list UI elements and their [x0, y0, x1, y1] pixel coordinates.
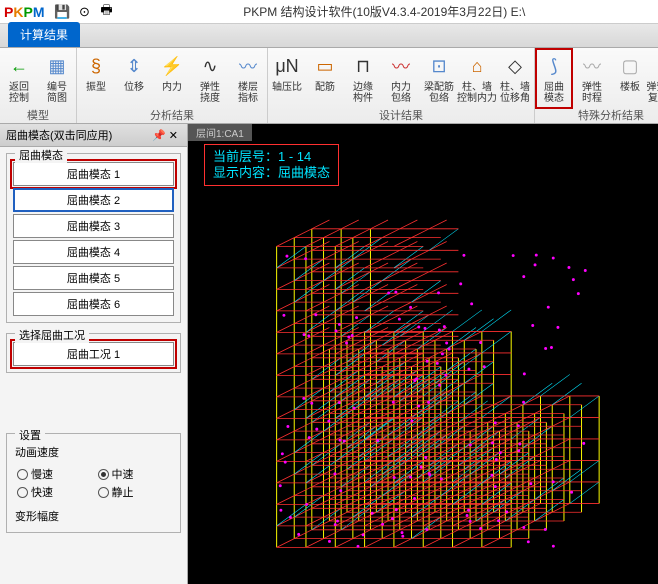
mode-item-2[interactable]: 屈曲模态 2: [13, 188, 174, 212]
ribbon-柱、墙控制内力[interactable]: ⌂柱、墙 控制内力: [458, 48, 496, 109]
pin-icon[interactable]: 📌: [152, 129, 166, 142]
speed-静止[interactable]: 静止: [98, 484, 171, 500]
mode-item-3[interactable]: 屈曲模态 3: [13, 214, 174, 238]
ribbon-梁配筋包络[interactable]: ⊡梁配筋 包络: [420, 48, 458, 109]
ribbon-内力包络[interactable]: 〰内力 包络: [382, 48, 420, 109]
structural-model: [218, 169, 648, 574]
ribbon-楼层指标[interactable]: 〰楼层 指标: [229, 48, 267, 109]
3d-viewport[interactable]: 层间1:CA1 当前层号：1 - 14 显示内容：屈曲模态: [188, 124, 658, 584]
close-icon[interactable]: ✕: [166, 129, 181, 142]
app-logo: PKPM: [4, 4, 44, 20]
ribbon-tabbar: 计算结果: [0, 24, 658, 48]
speed-慢速[interactable]: 慢速: [17, 466, 90, 482]
print-icon[interactable]: 🖶: [98, 4, 114, 20]
panel-header: 屈曲模态(双击同应用) 📌 ✕: [0, 124, 187, 147]
ribbon-楼板[interactable]: ▢楼板: [611, 48, 649, 109]
ribbon-配筋[interactable]: ▭配筋: [306, 48, 344, 109]
ribbon-边缘构件[interactable]: ⊓边缘 构件: [344, 48, 382, 109]
ribbon-弹性挠度[interactable]: ∿弹性 挠度: [191, 48, 229, 109]
mode-item-6[interactable]: 屈曲模态 6: [13, 292, 174, 316]
tab-results[interactable]: 计算结果: [8, 22, 80, 47]
ribbon-编号简图[interactable]: ▦编号 简图: [38, 48, 76, 109]
side-panel: 屈曲模态(双击同应用) 📌 ✕ 屈曲模态 屈曲模态 1屈曲模态 2屈曲模态 3屈…: [0, 124, 188, 584]
viewport-tab[interactable]: 层间1:CA1: [188, 124, 252, 141]
ribbon-柱、墙位移角[interactable]: ◇柱、墙 位移角: [496, 48, 534, 109]
ribbon: ←返回 控制▦编号 简图模型§振型⇕位移⚡内力∿弹性 挠度〰楼层 指标分析结果μ…: [0, 48, 658, 124]
speed-中速[interactable]: 中速: [98, 466, 171, 482]
ribbon-振型[interactable]: §振型: [77, 48, 115, 109]
buckling-case-group: 选择屈曲工况 屈曲工况 1: [6, 333, 181, 373]
ribbon-轴压比[interactable]: μN轴压比: [268, 48, 306, 109]
deform-label: 变形幅度: [15, 508, 172, 524]
ribbon-弹性时程[interactable]: 〰弹性 时程: [573, 48, 611, 109]
disk-icon[interactable]: ⊙: [76, 4, 92, 20]
mode-item-4[interactable]: 屈曲模态 4: [13, 240, 174, 264]
speed-快速[interactable]: 快速: [17, 484, 90, 500]
window-title: PKPM 结构设计软件(10版V4.3.4-2019年3月22日) E:\: [114, 3, 654, 20]
ribbon-屈曲模态[interactable]: ⟆屈曲 模态: [535, 48, 573, 109]
ribbon-内力[interactable]: ⚡内力: [153, 48, 191, 109]
titlebar: PKPM 💾 ⊙ 🖶 PKPM 结构设计软件(10版V4.3.4-2019年3月…: [0, 0, 658, 24]
settings-group: 设置 动画速度 慢速中速快速静止 变形幅度: [6, 433, 181, 533]
speed-label: 动画速度: [15, 444, 172, 460]
buckling-modes-group: 屈曲模态 屈曲模态 1屈曲模态 2屈曲模态 3屈曲模态 4屈曲模态 5屈曲模态 …: [6, 153, 181, 323]
mode-item-1[interactable]: 屈曲模态 1: [13, 162, 174, 186]
case-item-1[interactable]: 屈曲工况 1: [13, 342, 174, 366]
ribbon-返回控制[interactable]: ←返回 控制: [0, 48, 38, 109]
ribbon-位移[interactable]: ⇕位移: [115, 48, 153, 109]
ribbon-弹簧-阻尼复合支座[interactable]: ≋弹簧-阻尼 复合支座: [649, 48, 658, 109]
save-icon[interactable]: 💾: [54, 4, 70, 20]
mode-item-5[interactable]: 屈曲模态 5: [13, 266, 174, 290]
